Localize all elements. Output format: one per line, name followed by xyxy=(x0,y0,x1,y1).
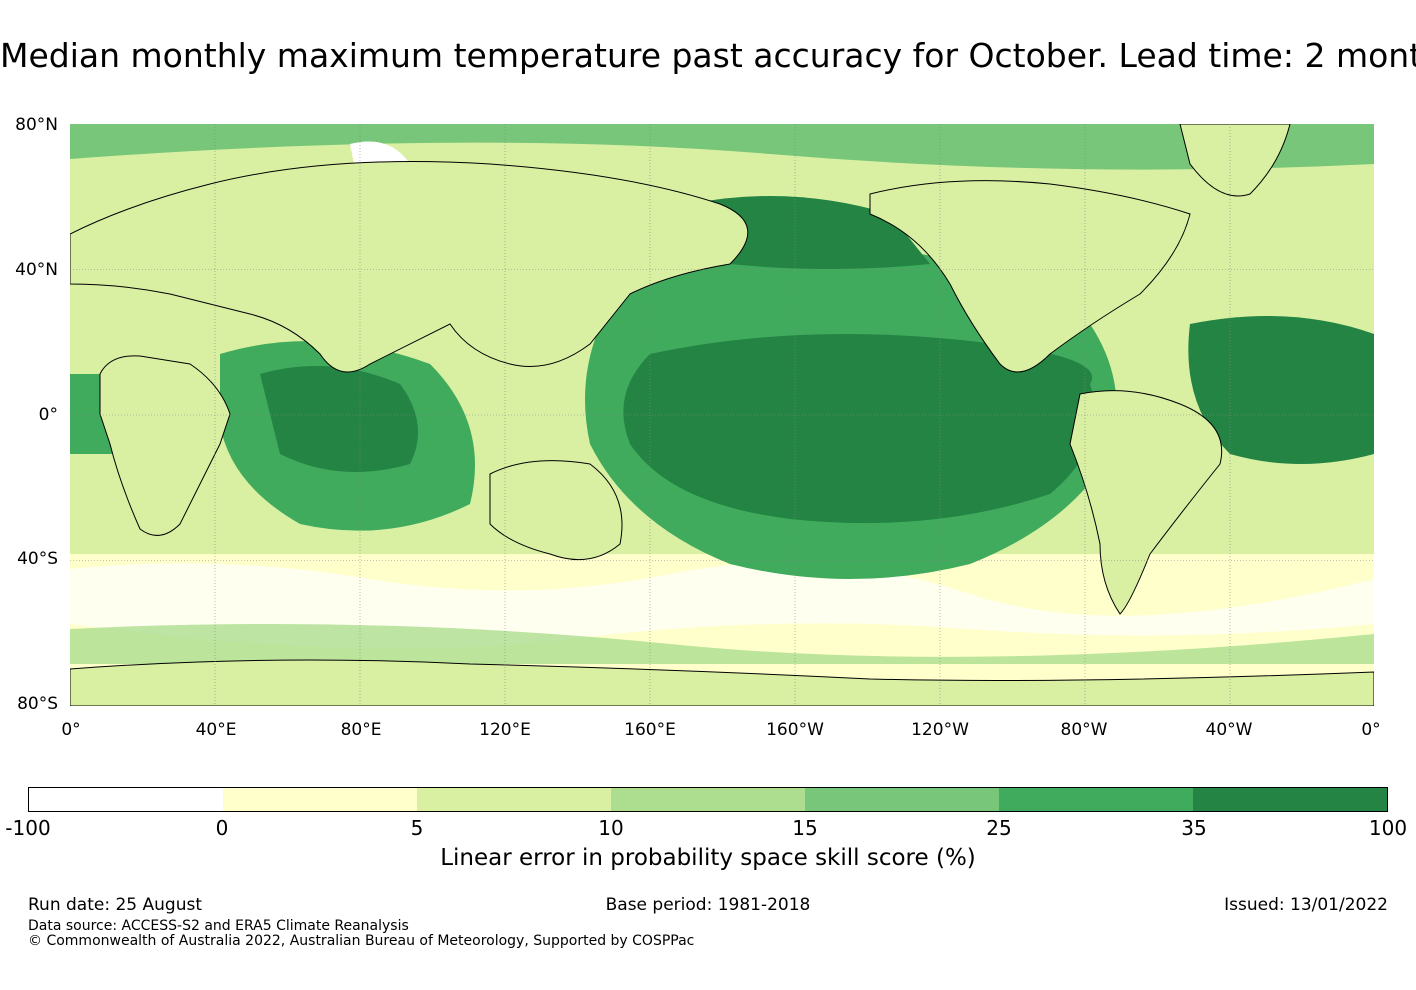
colorbar-tick: 0 xyxy=(215,816,229,840)
continent-south-america xyxy=(1069,390,1223,615)
colorbar-tick: 15 xyxy=(792,816,818,840)
skill-score-map xyxy=(70,124,1374,706)
arctic-field xyxy=(70,124,1374,170)
lon-label-80w: 80°W xyxy=(1060,720,1108,740)
continent-antarctica xyxy=(70,659,1374,706)
lat-label-equator: 0° xyxy=(38,405,58,425)
lat-label-80n: 80°N xyxy=(15,115,58,135)
data-source: Data source: ACCESS-S2 and ERA5 Climate … xyxy=(28,918,409,934)
lon-label-40w: 40°W xyxy=(1205,720,1253,740)
lon-label-0-west: 0° xyxy=(61,720,81,740)
lon-label-80e: 80°E xyxy=(340,720,382,740)
colorbar-segment xyxy=(417,788,611,811)
colorbar-tick: 25 xyxy=(986,816,1012,840)
atlantic-high-skill xyxy=(1188,316,1374,464)
colorbar-tick: 100 xyxy=(1368,816,1408,840)
lon-label-160w: 160°W xyxy=(766,720,824,740)
colorbar-tick: 35 xyxy=(1181,816,1207,840)
lon-label-120e: 120°E xyxy=(479,720,531,740)
lat-label-40n: 40°N xyxy=(15,260,58,280)
pacific-high-skill xyxy=(623,334,1095,524)
continent-australia xyxy=(489,460,623,561)
continent-eurasia xyxy=(70,161,749,373)
southern-ocean-band xyxy=(70,624,1374,664)
continent-north-america xyxy=(869,180,1191,373)
lat-label-40s: 40°S xyxy=(17,549,58,569)
map-canvas xyxy=(70,124,1374,706)
colorbar-segment xyxy=(1193,788,1387,811)
map-title: Median monthly maximum temperature past … xyxy=(0,36,1416,75)
copyright: © Commonwealth of Australia 2022, Austra… xyxy=(28,933,695,949)
colorbar-segment xyxy=(999,788,1193,811)
graticule xyxy=(70,124,1374,706)
issued-date: Issued: 13/01/2022 xyxy=(1224,895,1388,915)
colorbar-segment xyxy=(805,788,999,811)
lon-label-160e: 160°E xyxy=(624,720,676,740)
base-period: Base period: 1981-2018 xyxy=(605,895,811,915)
colorbar-tick: 10 xyxy=(598,816,624,840)
colorbar-segment xyxy=(223,788,417,811)
continents xyxy=(70,124,1374,706)
lon-label-40e: 40°E xyxy=(195,720,237,740)
lon-label-120w: 120°W xyxy=(911,720,969,740)
lat-label-80s: 80°S xyxy=(17,694,58,714)
continent-africa xyxy=(99,355,231,536)
colorbar-label: Linear error in probability space skill … xyxy=(440,845,976,871)
colorbar xyxy=(28,787,1388,812)
colorbar-segment xyxy=(29,788,223,811)
run-date: Run date: 25 August xyxy=(28,895,202,915)
colorbar-tick: -100 xyxy=(5,816,51,840)
indian-ocean-high-skill xyxy=(260,366,418,472)
continent-greenland xyxy=(1179,124,1291,197)
colorbar-segment xyxy=(611,788,805,811)
lon-label-0-east: 0° xyxy=(1361,720,1381,740)
colorbar-tick: 5 xyxy=(410,816,424,840)
